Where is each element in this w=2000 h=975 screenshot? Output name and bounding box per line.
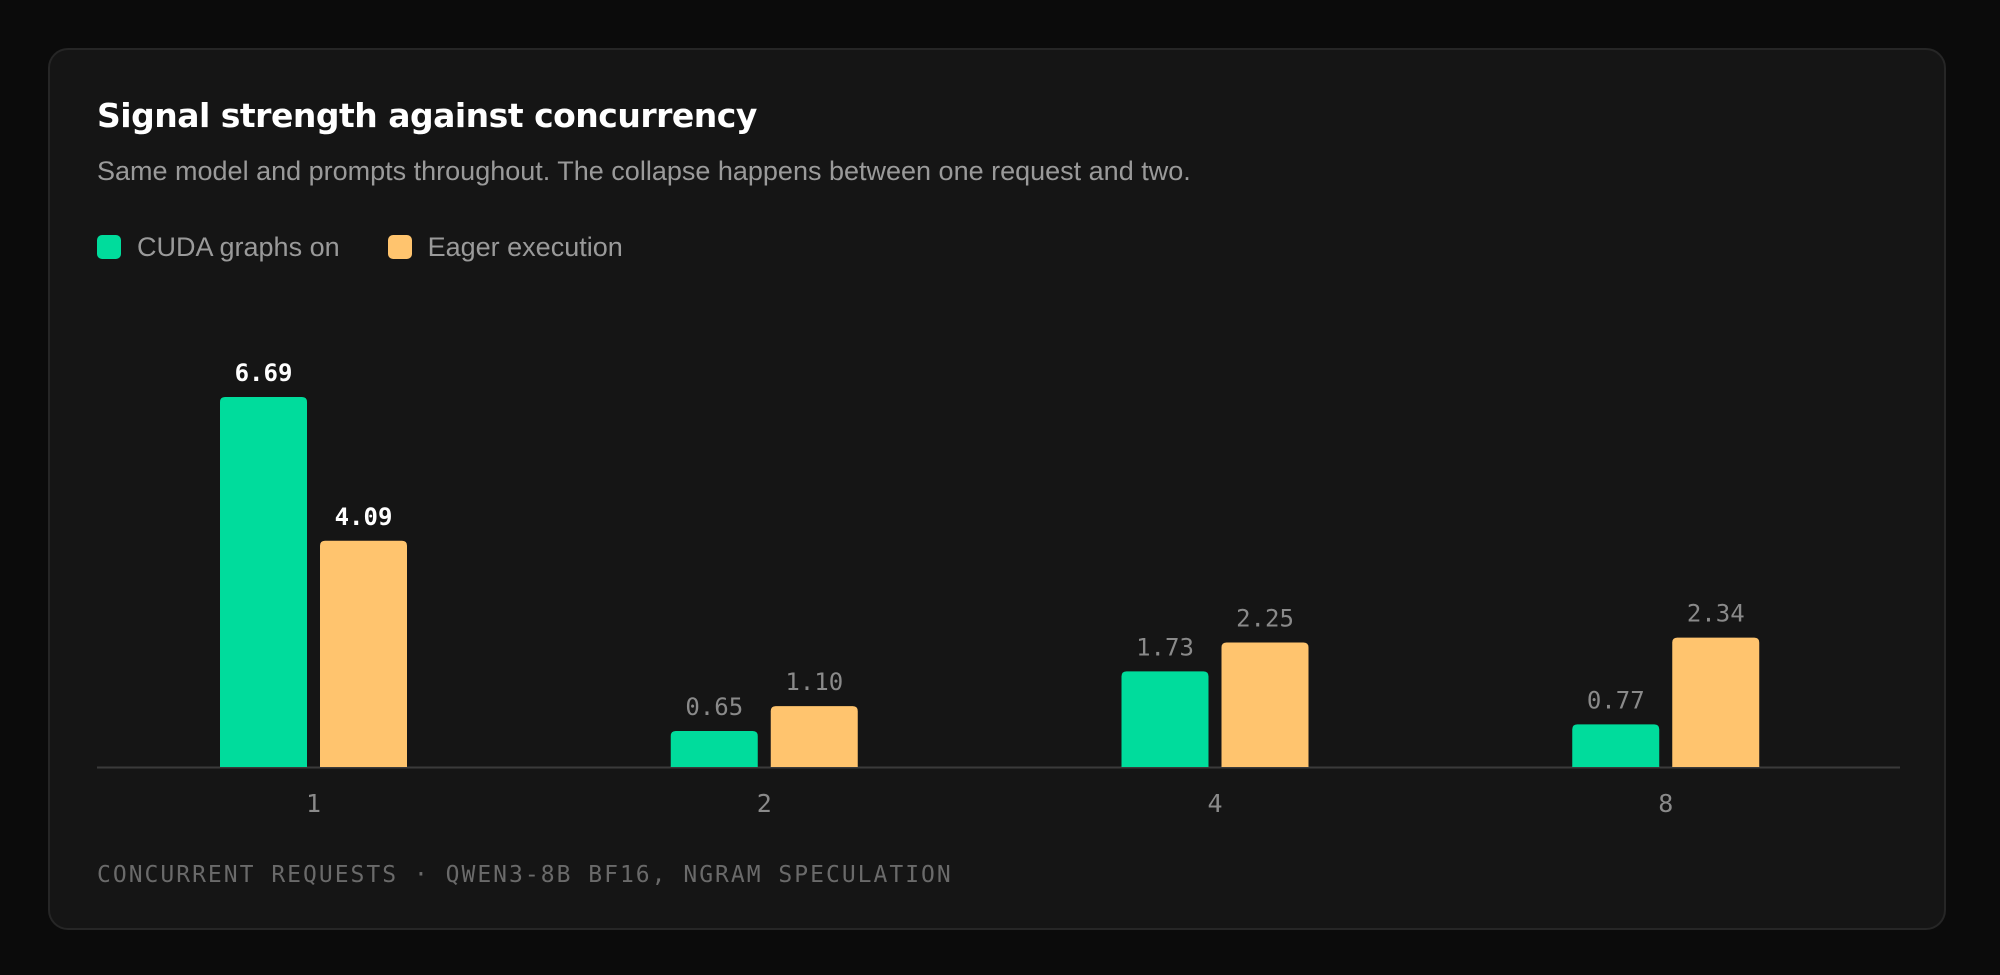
data-label-eager-1: 4.09 (335, 503, 393, 531)
legend-swatch-eager (387, 235, 412, 259)
chart-card (48, 48, 1946, 930)
x-tick-1: 1 (306, 789, 321, 818)
bar-cuda-4 (1121, 671, 1209, 767)
legend-item-cuda: CUDA graphs on (97, 232, 340, 263)
legend: CUDA graphs on Eager execution (97, 228, 671, 266)
x-tick-2: 2 (757, 789, 772, 818)
data-label-cuda-1: 6.69 (235, 359, 293, 387)
chart-footer: CONCURRENT REQUESTS · QWEN3-8B BF16, NGR… (97, 862, 953, 888)
x-tick-8: 8 (1658, 789, 1673, 818)
data-label-eager-2: 1.10 (785, 668, 843, 696)
bar-cuda-8 (1572, 724, 1660, 767)
x-tick-4: 4 (1207, 789, 1222, 818)
data-label-eager-8: 2.34 (1687, 600, 1745, 628)
bar-eager-4 (1221, 642, 1309, 767)
chart-title: Signal strength against concurrency (97, 96, 757, 135)
legend-label-eager: Eager execution (427, 231, 623, 262)
bar-eager-8 (1672, 637, 1760, 767)
data-label-cuda-2: 0.65 (685, 693, 743, 721)
data-label-cuda-8: 0.77 (1587, 686, 1645, 714)
legend-swatch-cuda (97, 235, 121, 259)
bar-eager-2 (770, 706, 858, 767)
chart-subtitle: Same model and prompts throughout. The c… (97, 156, 1191, 186)
bar-cuda-2 (670, 731, 758, 767)
data-label-cuda-4: 1.73 (1136, 633, 1194, 661)
legend-item-eager: Eager execution (387, 231, 623, 263)
data-label-eager-4: 2.25 (1236, 605, 1294, 633)
bar-cuda-1 (220, 397, 307, 767)
legend-label-cuda: CUDA graphs on (137, 231, 340, 262)
bar-eager-1 (320, 540, 407, 767)
